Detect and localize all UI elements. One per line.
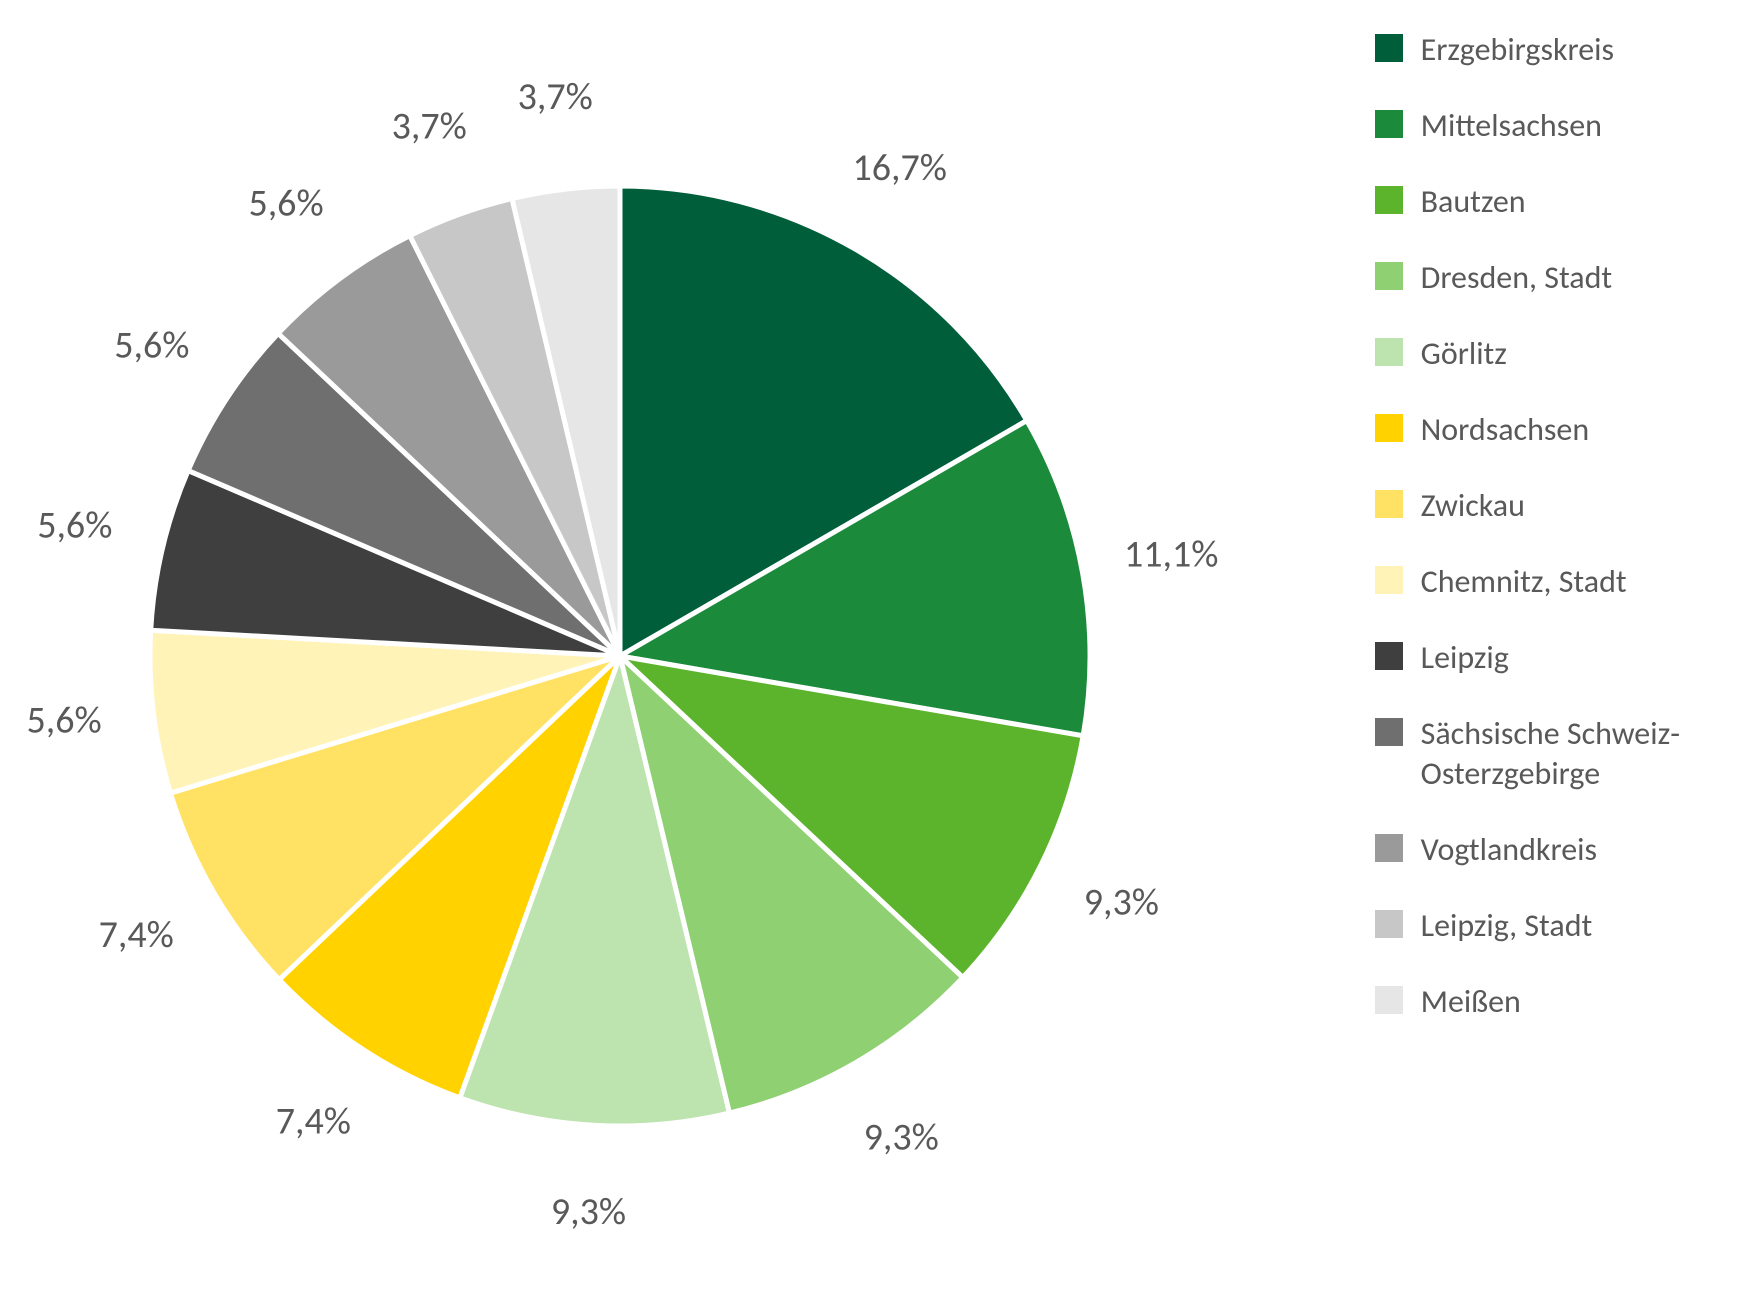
pie-slice-pct-label: 7,4% [276,1099,351,1145]
legend-item: Mittelsachsen [1375,106,1680,146]
pie-slice-pct-label: 9,3% [1084,880,1159,926]
pie-chart-container: 16,7% 11,1% 9,3% 9,3% 9,3% 7,4% 7,4% 5,6% 5,6% 5,… [0,0,1760,1312]
legend-label: Erzgebirgskreis [1421,30,1614,70]
legend-swatch [1375,262,1403,290]
pie-slice-pct-label: 5,6% [37,502,112,548]
legend-label: Vogtlandkreis [1421,830,1597,870]
legend-swatch [1375,718,1403,746]
pie-slice-pct-label: 7,4% [99,912,174,958]
legend-item: Erzgebirgskreis [1375,30,1680,70]
legend-swatch [1375,910,1403,938]
legend-swatch [1375,186,1403,214]
legend-item: Meißen [1375,982,1680,1022]
legend-swatch [1375,566,1403,594]
legend-item: Chemnitz, Stadt [1375,562,1680,602]
legend-swatch [1375,414,1403,442]
chart-legend: Erzgebirgskreis Mittelsachsen Bautzen Dresd… [1375,30,1680,1022]
pie-slice-pct-label: 5,6% [248,181,323,227]
legend-label: Leipzig [1421,638,1509,678]
pie-slice-pct-label: 5,6% [114,323,189,369]
legend-label: Chemnitz, Stadt [1421,562,1627,602]
pie-slice-pct-label: 16,7% [853,145,947,191]
legend-item: Nordsachsen [1375,410,1680,450]
legend-label: Zwickau [1421,486,1525,526]
legend-label: Dresden, Stadt [1421,258,1613,298]
legend-item: Vogtlandkreis [1375,830,1680,870]
legend-item: Görlitz [1375,334,1680,374]
legend-item: Bautzen [1375,182,1680,222]
legend-label: Meißen [1421,982,1521,1022]
pie-slice-pct-label: 3,7% [518,74,593,120]
legend-label: Bautzen [1421,182,1526,222]
pie-slice-pct-label: 9,3% [551,1189,626,1235]
pie-slice-pct-label: 5,6% [26,697,101,743]
legend-item: Leipzig [1375,638,1680,678]
legend-item: Zwickau [1375,486,1680,526]
pie-slice-pct-label: 9,3% [864,1114,939,1160]
legend-item: Sächsische Schweiz-Osterzgebirge [1375,714,1680,794]
legend-swatch [1375,338,1403,366]
legend-swatch [1375,490,1403,518]
legend-label: Görlitz [1421,334,1507,374]
legend-item: Dresden, Stadt [1375,258,1680,298]
legend-swatch [1375,34,1403,62]
legend-label: Leipzig, Stadt [1421,906,1593,946]
legend-label: Mittelsachsen [1421,106,1602,146]
pie-slice-pct-label: 3,7% [392,104,467,150]
legend-swatch [1375,986,1403,1014]
legend-swatch [1375,834,1403,862]
legend-item: Leipzig, Stadt [1375,906,1680,946]
legend-swatch [1375,642,1403,670]
legend-label: Nordsachsen [1421,410,1590,450]
legend-swatch [1375,110,1403,138]
pie-slice-pct-label: 11,1% [1124,531,1218,577]
legend-label: Sächsische Schweiz-Osterzgebirge [1421,714,1680,794]
